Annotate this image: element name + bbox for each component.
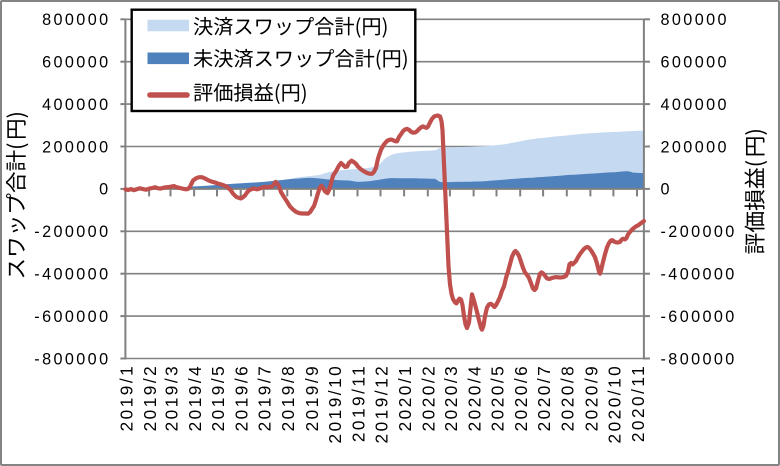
svg-text:2020/1: 2020/1	[395, 364, 415, 432]
svg-text:400000: 400000	[661, 96, 729, 114]
svg-text:2019/5: 2019/5	[208, 364, 228, 432]
svg-text:2020/4: 2020/4	[465, 364, 485, 432]
svg-text:2019/12: 2019/12	[371, 364, 391, 444]
svg-text:600000: 600000	[661, 54, 729, 72]
svg-text:0: 0	[99, 181, 110, 199]
svg-text:2020/11: 2020/11	[628, 364, 648, 442]
svg-text:800000: 800000	[42, 11, 110, 29]
svg-text:-400000: -400000	[34, 266, 110, 284]
svg-text:-600000: -600000	[34, 308, 110, 326]
svg-text:2019/8: 2019/8	[278, 364, 298, 432]
svg-text:2019/2: 2019/2	[140, 364, 160, 432]
svg-text:600000: 600000	[42, 54, 110, 72]
svg-text:2019/4: 2019/4	[185, 364, 205, 432]
svg-text:0: 0	[661, 181, 672, 199]
svg-text:-800000: -800000	[34, 350, 110, 368]
svg-text:2019/11: 2019/11	[348, 364, 368, 442]
svg-text:-400000: -400000	[661, 266, 737, 284]
svg-text:-200000: -200000	[661, 223, 737, 241]
svg-text:2020/10: 2020/10	[604, 364, 624, 444]
svg-text:2019/6: 2019/6	[232, 364, 252, 432]
svg-text:200000: 200000	[661, 138, 729, 156]
svg-text:2020/9: 2020/9	[581, 364, 601, 432]
svg-text:2019/3: 2019/3	[161, 364, 181, 432]
svg-text:2020/8: 2020/8	[558, 364, 578, 432]
svg-text:-600000: -600000	[661, 308, 737, 326]
svg-text:2020/6: 2020/6	[511, 364, 531, 432]
svg-text:2020/5: 2020/5	[487, 364, 507, 432]
svg-text:400000: 400000	[42, 96, 110, 114]
svg-text:200000: 200000	[42, 138, 110, 156]
svg-text:2019/7: 2019/7	[255, 364, 275, 432]
svg-text:2020/7: 2020/7	[534, 364, 554, 432]
svg-text:2020/2: 2020/2	[419, 364, 439, 432]
svg-text:2020/3: 2020/3	[441, 364, 461, 432]
svg-text:2019/10: 2019/10	[325, 364, 345, 444]
svg-text:-200000: -200000	[34, 223, 110, 241]
svg-text:-800000: -800000	[661, 350, 737, 368]
svg-text:2019/9: 2019/9	[302, 364, 322, 432]
svg-text:800000: 800000	[661, 11, 729, 29]
svg-text:2019/1: 2019/1	[116, 364, 136, 432]
